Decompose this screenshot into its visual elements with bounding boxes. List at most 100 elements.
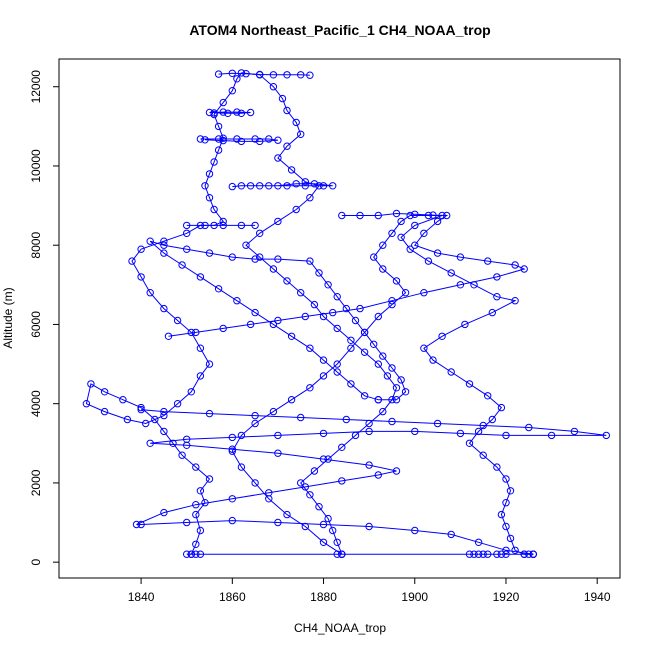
data-point — [237, 109, 246, 118]
data-point — [392, 277, 401, 285]
data-point — [379, 241, 387, 249]
data-point — [347, 336, 355, 344]
data-point — [205, 360, 214, 368]
data-point — [324, 281, 332, 289]
data-point — [237, 137, 246, 146]
data-point — [306, 257, 314, 265]
x-tick-label: 1880 — [310, 590, 337, 604]
data-point — [306, 344, 314, 352]
data-point — [388, 417, 396, 426]
y-tick-label: 2000 — [29, 469, 43, 496]
data-point — [411, 526, 419, 535]
data-point — [310, 300, 319, 309]
data-point — [379, 407, 387, 416]
series-line — [168, 212, 526, 337]
data-point — [283, 106, 291, 115]
data-point — [219, 136, 227, 145]
data-point — [392, 396, 401, 404]
data-point — [178, 451, 186, 459]
data-point — [233, 135, 241, 143]
data-point — [242, 70, 250, 78]
data-point — [283, 142, 291, 150]
data-point — [397, 376, 405, 384]
data-point — [192, 550, 200, 558]
data-point — [374, 211, 382, 220]
data-point — [388, 300, 396, 309]
data-point — [251, 221, 259, 230]
axes: 1840 1860 1880 1900 1920 1940 0 2000 4000 6000 800… — [29, 70, 611, 604]
data-point — [370, 340, 378, 348]
data-point — [297, 413, 305, 422]
data-point — [497, 550, 506, 558]
data-point — [479, 451, 487, 459]
data-point — [256, 182, 264, 190]
data-point — [146, 439, 154, 447]
data-point — [210, 205, 218, 214]
data-point — [251, 308, 259, 317]
data-point — [484, 257, 492, 265]
data-point — [274, 255, 282, 263]
data-point — [269, 71, 278, 79]
y-tick-label: 12000 — [29, 70, 43, 104]
data-point — [246, 108, 255, 117]
data-point — [123, 415, 132, 424]
y-axis-label: Altitude (m) — [1, 287, 15, 348]
y-tick-label: 0 — [29, 558, 43, 565]
series-line — [209, 111, 251, 114]
data-point — [128, 257, 136, 265]
data-point — [360, 392, 369, 400]
data-point — [411, 427, 419, 436]
data-point — [306, 491, 314, 499]
data-point — [265, 182, 273, 190]
data-point — [214, 70, 223, 78]
data-point — [388, 364, 396, 372]
data-point — [502, 499, 510, 507]
data-point — [233, 108, 241, 116]
data-point — [347, 380, 355, 388]
data-point — [269, 265, 278, 273]
data-point — [219, 221, 227, 230]
data-point — [392, 384, 401, 392]
data-point — [146, 289, 154, 297]
data-point — [338, 443, 346, 451]
data-point — [183, 550, 191, 558]
data-point — [319, 455, 328, 463]
data-point — [479, 421, 487, 430]
data-point — [324, 514, 332, 523]
data-point — [356, 304, 364, 313]
series-line — [85, 72, 398, 555]
data-point — [420, 289, 428, 297]
data-point — [269, 407, 278, 416]
data-point — [137, 273, 145, 281]
data-point — [329, 526, 337, 535]
data-point — [502, 475, 510, 483]
data-point — [283, 510, 291, 519]
data-point — [192, 501, 200, 509]
data-point — [228, 445, 237, 453]
data-point — [329, 182, 337, 190]
data-point — [342, 415, 350, 424]
x-axis-label: CH4_NOAA_trop — [294, 621, 386, 635]
data-point — [297, 479, 305, 487]
data-point — [100, 388, 109, 396]
data-point — [164, 332, 173, 340]
data-point — [465, 439, 474, 447]
data-point — [447, 269, 455, 277]
data-point — [379, 352, 387, 360]
data-point — [219, 217, 227, 226]
data-point — [287, 166, 296, 174]
data-point — [520, 265, 528, 273]
data-point — [310, 467, 319, 475]
data-point — [461, 320, 469, 329]
data-point — [119, 396, 127, 404]
data-point — [292, 180, 300, 188]
data-point — [196, 135, 205, 143]
plot-area-frame — [58, 58, 621, 579]
data-point — [429, 211, 437, 219]
data-point — [406, 211, 414, 220]
data-point — [365, 461, 373, 469]
data-point — [397, 217, 405, 226]
data-point — [228, 87, 237, 95]
data-point — [379, 265, 387, 273]
data-point — [205, 170, 214, 178]
